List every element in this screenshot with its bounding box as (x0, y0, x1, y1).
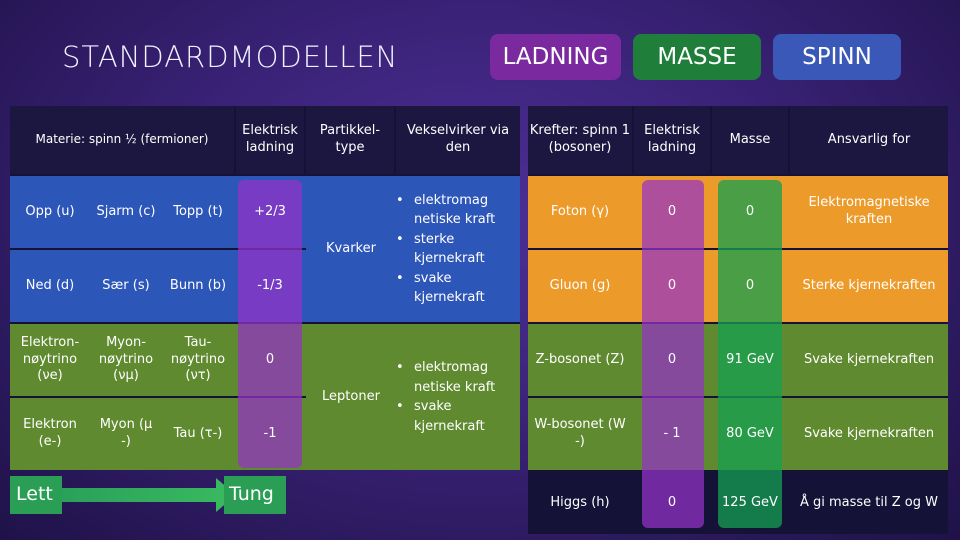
lepton-tau-neutrino: Tau-nøytrino (ντ) (162, 324, 234, 396)
header-particle-type: Partikkel-type (306, 106, 394, 174)
tab-masse[interactable]: MASSE (633, 34, 761, 80)
tab-ladning[interactable]: LADNING (490, 34, 621, 80)
charge-highlight-left (238, 180, 302, 468)
boson-higgs-resp: Å gi masse til Z og W (799, 494, 938, 510)
quark-bottom: Bunn (b) (162, 250, 234, 322)
boson-gluon-charge: 0 (667, 277, 677, 293)
boson-z-charge: 0 (667, 351, 677, 367)
lepton-electron: Elektron (e-) (10, 398, 90, 470)
lepton-force-weak: svake kjernekraft (396, 397, 520, 436)
arrow-label-heavy: Tung (229, 483, 274, 505)
boson-gluon-resp: Sterke kjernekraften (802, 277, 936, 293)
boson-higgs-name: Higgs (h) (550, 494, 610, 510)
lepton-muon: Myon (μ -) (90, 398, 162, 470)
arrow-shaft (62, 488, 222, 502)
type-leptons-label: Leptoner (322, 388, 380, 404)
arrow-left-box (10, 476, 62, 514)
lepton-electron-neutrino-symbol: (νe) (37, 368, 63, 384)
boson-photon-mass: 0 (745, 203, 755, 219)
lepton-electron-neutrino: Elektron-nøytrino (νe) (10, 324, 90, 396)
lepton-electron-symbol: (e-) (38, 434, 62, 449)
boson-photon-resp: Elektromagnetiske kraften (808, 195, 930, 227)
header-responsible: Ansvarlig for (790, 106, 948, 174)
charge-highlight-right (642, 180, 704, 528)
boson-z-resp: Svake kjernekraften (803, 351, 935, 367)
boson-z-mass: 91 GeV (726, 351, 774, 367)
boson-photon-charge: 0 (667, 203, 677, 219)
lepton-muon-symbol: -) (121, 434, 131, 449)
lepton-tau-neutrino-name: Tau-nøytrino (170, 334, 226, 367)
boson-w-charge: - 1 (663, 425, 681, 441)
lepton-electron-neutrino-name: Elektron-nøytrino (20, 334, 80, 367)
header-mass: Masse (712, 106, 788, 174)
boson-w-resp: Svake kjernekraften (803, 425, 935, 441)
charge-down-value: -1/3 (257, 277, 283, 293)
quark-down: Ned (d) (10, 250, 90, 322)
boson-w-name: W-bosonet (W -) (534, 417, 626, 449)
header-matter: Materie: spinn ½ (fermioner) (10, 106, 234, 174)
header-charge-right: Elektrisk ladning (634, 106, 710, 174)
quark-strange: Sær (s) (90, 250, 162, 322)
boson-photon-name: Foton (γ) (550, 203, 610, 219)
boson-higgs-charge: 0 (667, 494, 677, 510)
lepton-tau: Tau (τ-) (162, 398, 234, 470)
charge-neutrino-value: 0 (265, 351, 275, 367)
charge-electron-value: -1 (263, 425, 277, 441)
force-strong: sterke kjernekraft (396, 230, 520, 269)
arrow-right-box (224, 476, 286, 514)
type-quarks: Kvarker (306, 176, 396, 322)
force-weak: svake kjernekraft (396, 269, 520, 308)
lepton-electron-name: Elektron (23, 417, 77, 433)
lepton-force-em: elektromag netiske kraft (396, 358, 520, 397)
boson-gluon-mass: 0 (745, 277, 755, 293)
boson-higgs-mass: 125 GeV (722, 494, 778, 510)
mass-highlight (718, 180, 782, 528)
lepton-muon-name: Myon (μ (99, 417, 153, 433)
lepton-forces: elektromag netiske kraft svake kjernekra… (396, 324, 520, 470)
header-charge-left: Elektrisk ladning (236, 106, 304, 174)
quark-up: Opp (u) (10, 176, 90, 248)
lepton-tau-neutrino-symbol: (ντ) (185, 368, 211, 384)
header-interaction: Vekselvirker via den (396, 106, 520, 174)
lepton-muon-neutrino-name: Myon-nøytrino (98, 334, 154, 367)
type-quarks-label: Kvarker (326, 240, 376, 256)
type-leptons: Leptoner (306, 324, 396, 470)
mass-arrow (10, 476, 286, 514)
charge-up-value: +2/3 (254, 203, 286, 219)
tab-spinn[interactable]: SPINN (773, 34, 901, 80)
header-forces: Krefter: spinn 1 (bosoner) (528, 106, 632, 174)
lepton-muon-neutrino: Myon-nøytrino (νμ) (90, 324, 162, 396)
lepton-muon-neutrino-symbol: (νμ) (113, 368, 139, 384)
quark-forces: elektromag netiske kraft sterke kjernekr… (396, 176, 520, 322)
force-em: elektromag netiske kraft (396, 191, 520, 230)
quark-charm: Sjarm (c) (90, 176, 162, 248)
boson-z-name: Z-bosonet (Z) (535, 351, 625, 367)
page-title: STANDARDMODELLEN (62, 40, 399, 74)
arrow-label-light: Lett (16, 483, 53, 505)
boson-gluon-name: Gluon (g) (549, 277, 611, 293)
boson-w-mass: 80 GeV (726, 425, 774, 441)
quark-top: Topp (t) (162, 176, 234, 248)
